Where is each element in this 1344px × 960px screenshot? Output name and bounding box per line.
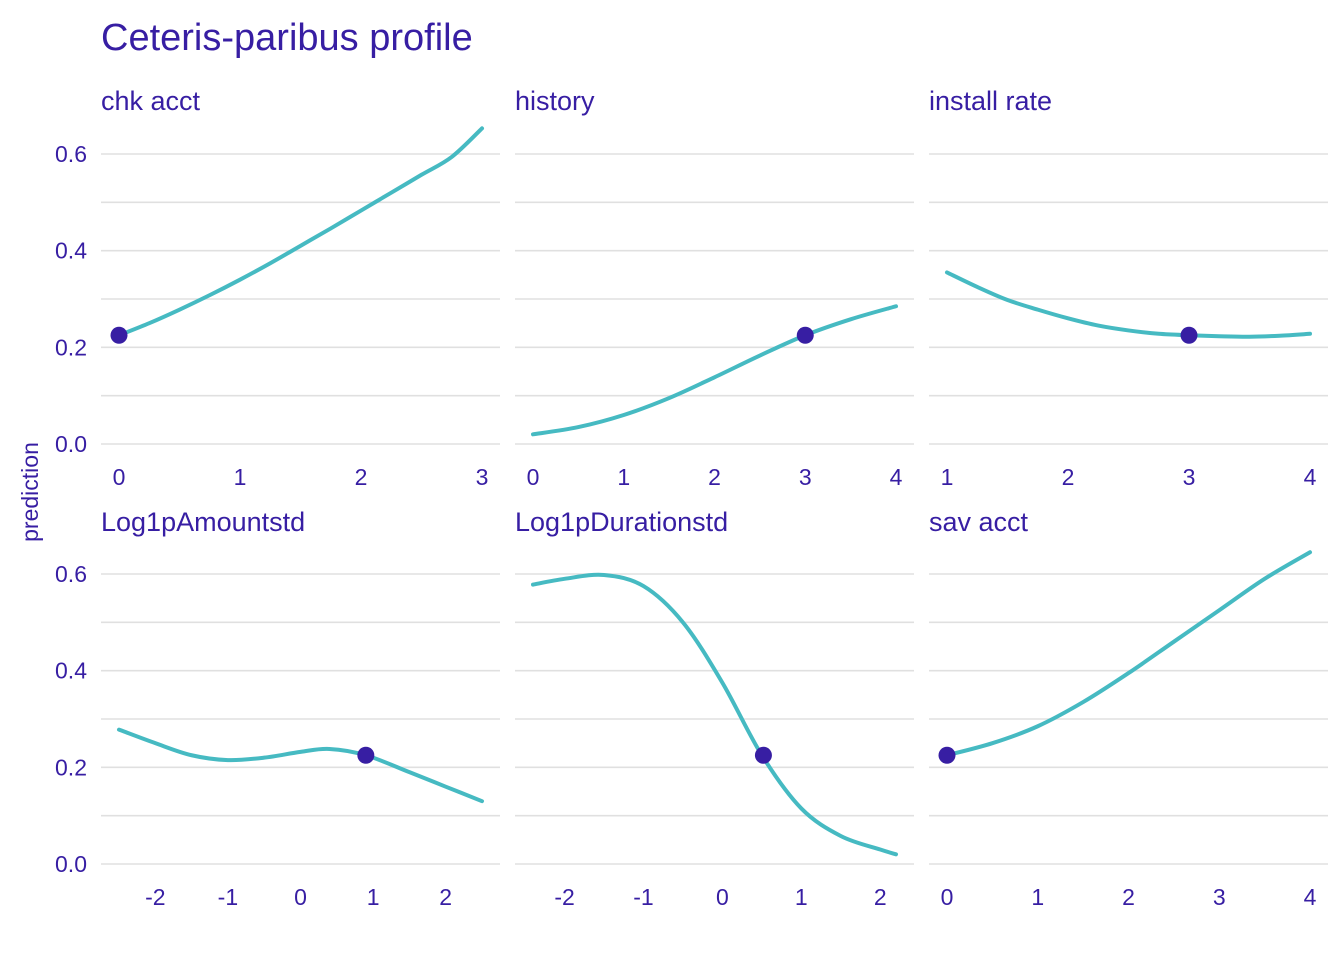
panel-sav_acct: sav acct 0 1 2 3 4 [929, 507, 1328, 910]
x-tick-label: 4 [1304, 464, 1317, 490]
observation-point-install_rate [1180, 326, 1198, 344]
observation-point-chk_acct [110, 326, 128, 344]
x-tick-label: 1 [367, 884, 380, 910]
observation-point-Log1pAmountstd [357, 746, 375, 764]
panel-chk_acct: chk acct 0.0 0.2 0.4 0.6 0 1 2 3 [55, 86, 500, 490]
x-tick-label: 1 [941, 464, 954, 490]
panel-title-Log1pAmountstd: Log1pAmountstd [101, 507, 305, 537]
y-tick-label: 0.2 [55, 754, 87, 780]
panel-title-Log1pDurationstd: Log1pDurationstd [515, 507, 728, 537]
x-tick-label: -2 [554, 884, 574, 910]
x-tick-label: -1 [633, 884, 653, 910]
x-tick-label: 1 [1031, 884, 1044, 910]
y-tick-label: 0.6 [55, 561, 87, 587]
panel-title-sav_acct: sav acct [929, 507, 1029, 537]
profile-line-sav_acct [945, 550, 1312, 758]
y-tick-label: 0.0 [55, 851, 87, 877]
profile-line-install_rate [945, 270, 1312, 339]
panel-Log1pAmountstd: Log1pAmountstd 0.0 0.2 0.4 0.6 -2 -1 0 1 2 [55, 507, 500, 910]
profile-line-Log1pDurationstd [531, 572, 898, 857]
x-tick-label: 1 [234, 464, 247, 490]
x-tick-label: 3 [1213, 884, 1226, 910]
x-tick-label: 3 [1183, 464, 1196, 490]
panel-install_rate: install rate 1 2 3 4 [929, 86, 1328, 490]
x-tick-label: 1 [617, 464, 630, 490]
x-tick-label: 2 [1062, 464, 1075, 490]
panel-Log1pDurationstd: Log1pDurationstd -2 -1 0 1 2 [515, 507, 914, 910]
x-tick-label: 2 [1122, 884, 1135, 910]
x-tick-label: 2 [355, 464, 368, 490]
y-tick-label: 0.2 [55, 334, 87, 360]
observation-point-history [796, 326, 814, 344]
x-tick-label: 0 [527, 464, 540, 490]
panel-title-install_rate: install rate [929, 86, 1052, 116]
x-tick-label: 2 [439, 884, 452, 910]
panel-title-history: history [515, 86, 595, 116]
x-tick-label: -2 [145, 884, 165, 910]
profile-line-history [531, 304, 898, 437]
x-tick-label: 0 [716, 884, 729, 910]
chart-title: Ceteris-paribus profile [101, 17, 473, 59]
y-tick-label: 0.4 [55, 658, 87, 684]
x-tick-label: 4 [1304, 884, 1317, 910]
profile-line-Log1pAmountstd [117, 727, 484, 804]
panel-title-chk_acct: chk acct [101, 86, 201, 116]
y-tick-label: 0.6 [55, 141, 87, 167]
observation-point-Log1pDurationstd [754, 746, 772, 764]
x-tick-label: 4 [890, 464, 903, 490]
x-tick-label: 1 [795, 884, 808, 910]
x-tick-label: 3 [476, 464, 489, 490]
panel-history: history 0 1 2 3 4 [515, 86, 914, 490]
x-tick-label: 2 [874, 884, 887, 910]
y-tick-label: 0.4 [55, 238, 87, 264]
x-tick-label: 2 [708, 464, 721, 490]
observation-point-sav_acct [938, 746, 956, 764]
profile-line-chk_acct [117, 126, 484, 338]
y-tick-label: 0.0 [55, 431, 87, 457]
y-axis-label: prediction [17, 442, 43, 542]
x-tick-label: 0 [941, 884, 954, 910]
x-tick-label: 0 [113, 464, 126, 490]
x-tick-label: -1 [218, 884, 238, 910]
x-tick-label: 0 [294, 884, 307, 910]
x-tick-label: 3 [799, 464, 812, 490]
